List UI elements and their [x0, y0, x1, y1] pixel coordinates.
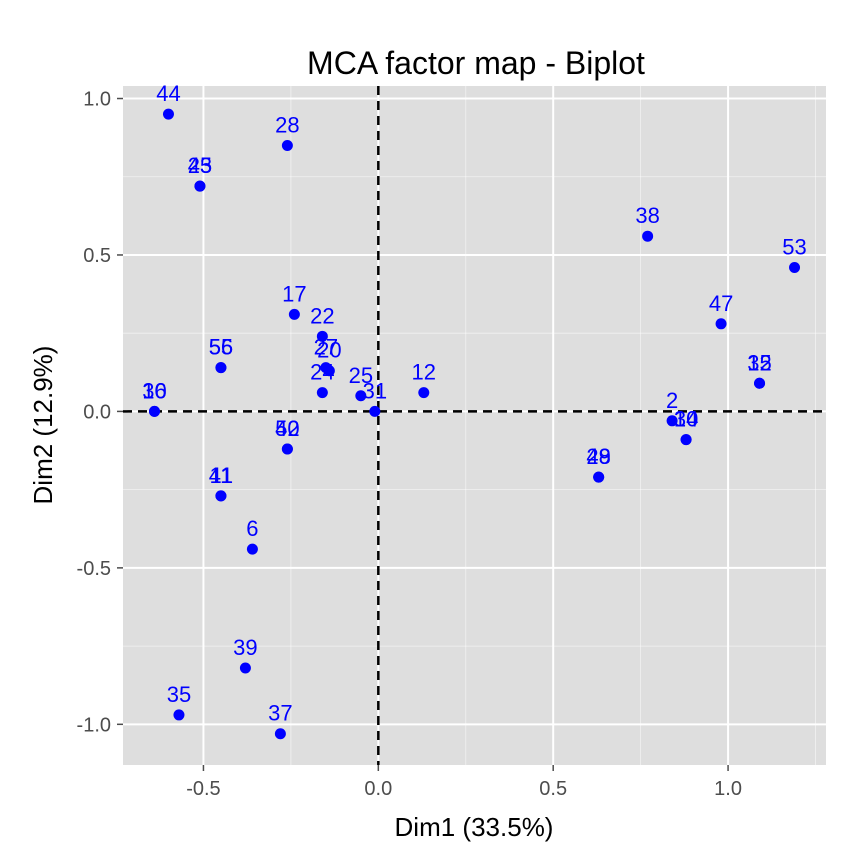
data-point-11 [215, 490, 227, 502]
x-tick-label: 0.0 [364, 778, 392, 800]
data-point-53 [789, 261, 801, 273]
point-label-53: 53 [782, 234, 806, 259]
data-point-20 [323, 365, 335, 377]
data-point-48 [593, 471, 605, 483]
point-label-45: 45 [188, 153, 212, 178]
reference-lines [123, 86, 826, 765]
chart-title: MCA factor map - Biplot [307, 45, 645, 81]
point-label-16: 16 [142, 378, 166, 403]
x-tick-label: -0.5 [186, 778, 220, 800]
point-label-32: 32 [747, 350, 771, 375]
point-label-6: 6 [246, 516, 258, 541]
point-label-2: 2 [666, 388, 678, 413]
point-label-12: 12 [412, 360, 436, 385]
data-point-32 [754, 377, 766, 389]
point-label-39: 39 [233, 635, 257, 660]
point-label-15: 15 [747, 350, 771, 375]
point-label-48: 48 [586, 444, 610, 469]
point-label-24: 24 [310, 360, 334, 385]
data-point-23 [194, 180, 206, 192]
data-point-28 [281, 139, 293, 151]
point-label-35: 35 [167, 682, 191, 707]
x-axis-label: Dim1 (33.5%) [395, 812, 554, 842]
point-label-55: 55 [209, 335, 233, 360]
data-point-44 [162, 108, 174, 120]
data-point-22 [316, 330, 328, 342]
y-tick-label: -0.5 [77, 558, 111, 580]
data-point-31 [369, 405, 381, 417]
plot-panel [123, 86, 826, 765]
point-label-23: 23 [188, 153, 212, 178]
point-label-34: 34 [674, 407, 698, 432]
data-point-12 [418, 387, 430, 399]
y-axis: -1.0 -0.5 0.0 0.5 1.0 [77, 89, 123, 736]
y-tick-label: 1.0 [83, 89, 111, 111]
y-tick-label: -1.0 [77, 714, 111, 736]
point-label-29: 29 [586, 444, 610, 469]
data-point-39 [239, 662, 251, 674]
minor-gridlines [123, 86, 826, 765]
data-point-6 [246, 543, 258, 555]
point-label-41: 41 [209, 463, 233, 488]
data-point-2 [666, 415, 678, 427]
y-axis-label: Dim2 (12.9%) [28, 346, 58, 505]
data-point-47 [715, 318, 727, 330]
data-point-17 [288, 308, 300, 320]
point-label-22: 22 [310, 303, 334, 328]
point-label-28: 28 [275, 112, 299, 137]
data-point-10 [680, 434, 692, 446]
point-label-38: 38 [635, 203, 659, 228]
point-label-56: 56 [209, 335, 233, 360]
data-point-35 [173, 709, 185, 721]
x-tick-label: 0.5 [539, 778, 567, 800]
data-point-30 [148, 405, 160, 417]
point-label-37: 37 [268, 701, 292, 726]
point-label-17: 17 [282, 281, 306, 306]
major-gridlines [123, 86, 826, 765]
point-label-10: 10 [674, 407, 698, 432]
data-point-37 [274, 728, 286, 740]
y-tick-label: 0.5 [83, 245, 111, 267]
point-label-40: 40 [275, 416, 299, 441]
data-point-24 [316, 387, 328, 399]
data-point-25 [355, 390, 367, 402]
point-label-44: 44 [156, 81, 180, 106]
point-label-27: 27 [314, 335, 338, 360]
point-label-47: 47 [709, 291, 733, 316]
x-axis: -0.5 0.0 0.5 1.0 [186, 765, 742, 800]
data-points [148, 108, 801, 740]
data-point-52 [281, 443, 293, 455]
point-label-11: 11 [210, 463, 233, 488]
point-label-25: 25 [349, 363, 373, 388]
data-point-38 [642, 230, 654, 242]
point-label-31: 31 [363, 378, 387, 403]
x-tick-label: 1.0 [714, 778, 742, 800]
point-label-30: 30 [142, 378, 166, 403]
point-label-52: 52 [275, 416, 299, 441]
data-point-55 [215, 362, 227, 374]
point-label-20: 20 [317, 338, 341, 363]
y-tick-label: 0.0 [83, 401, 111, 423]
